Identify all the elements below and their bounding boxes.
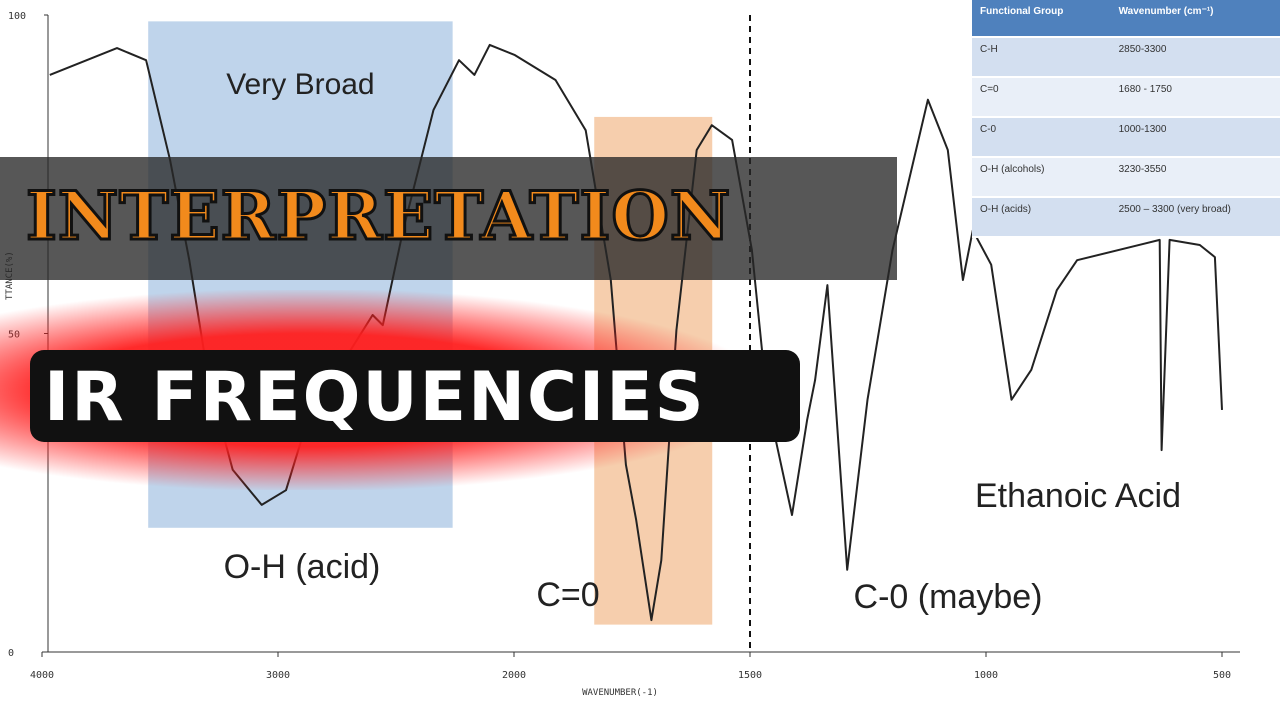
reference-table: Functional Group Wavenumber (cm⁻¹) C-H 2850… xyxy=(972,0,1280,238)
table-cell: O-H (acids) xyxy=(972,197,1111,238)
x-tick-label: 500 xyxy=(1213,670,1231,681)
banner: INTERPRETATION xyxy=(0,157,897,280)
table-cell: 2850-3300 xyxy=(1110,37,1280,78)
x-tick-label: 1000 xyxy=(974,670,998,681)
table-row: C-H 2850-3300 xyxy=(972,37,1280,78)
table-cell: 1680 - 1750 xyxy=(1110,77,1280,118)
x-tick-label: 4000 xyxy=(30,670,54,681)
x-tick-label: 1500 xyxy=(738,670,762,681)
annotation: C-0 (maybe) xyxy=(854,578,1043,616)
banner: IR FREQUENCIES xyxy=(30,350,800,442)
banner-text: IR FREQUENCIES xyxy=(44,358,706,437)
x-axis-label: WAVENUMBER(-1) xyxy=(582,688,658,698)
table-cell: Wavenumber (cm⁻¹) xyxy=(1110,0,1280,38)
table-row: C-0 1000-1300 xyxy=(972,117,1280,158)
table-cell: Functional Group xyxy=(972,0,1111,38)
table-row: O-H (alcohols) 3230-3550 xyxy=(972,157,1280,198)
banner-text: INTERPRETATION xyxy=(24,176,732,257)
table-cell: 3230-3550 xyxy=(1110,157,1280,198)
table-row: C=0 1680 - 1750 xyxy=(972,77,1280,118)
table-row: Functional Group Wavenumber (cm⁻¹) xyxy=(972,0,1280,38)
table-cell: C-0 xyxy=(972,117,1111,158)
table-cell: 2500 – 3300 (very broad) xyxy=(1110,197,1280,238)
x-tick-label: 2000 xyxy=(502,670,526,681)
x-tick-label: 3000 xyxy=(266,670,290,681)
table-cell: 1000-1300 xyxy=(1110,117,1280,158)
y-tick-label: 100 xyxy=(8,11,26,22)
y-tick-label: 0 xyxy=(8,648,14,659)
region-label: C=0 xyxy=(536,576,599,614)
table-row: O-H (acids) 2500 – 3300 (very broad) xyxy=(972,197,1280,238)
annotation: Ethanoic Acid xyxy=(975,477,1181,515)
annotation: O-H (acid) xyxy=(224,548,381,586)
table-cell: O-H (alcohols) xyxy=(972,157,1111,198)
region-label: Very Broad xyxy=(226,68,374,101)
table-cell: C-H xyxy=(972,37,1111,78)
table-cell: C=0 xyxy=(972,77,1111,118)
